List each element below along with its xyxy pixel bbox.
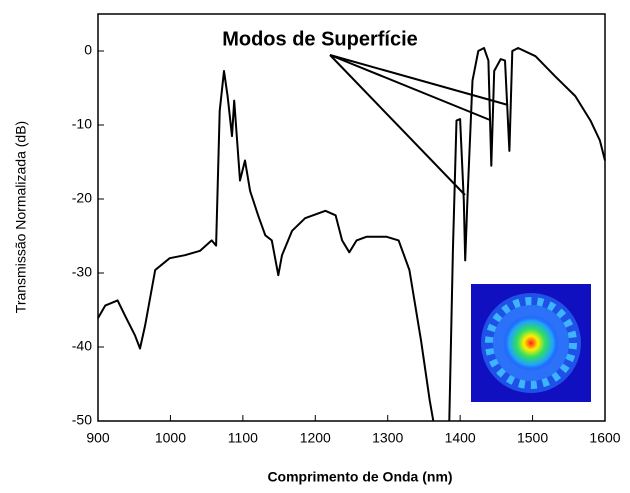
x-tick-label: 1100 (228, 430, 258, 446)
plot-frame (97, 13, 606, 422)
y-tick-label: -40 (72, 338, 92, 354)
annotation: Modos de Superfície (222, 28, 418, 50)
data-line (97, 47, 606, 422)
x-tick-label: 1500 (517, 430, 548, 446)
x-tick-label: 900 (86, 430, 110, 446)
y-axis-label: Transmissão Normalizada (dB) (13, 121, 29, 313)
y-tick-label: -20 (72, 190, 92, 206)
y-tick-label: 0 (84, 42, 92, 58)
x-tick-label: 1000 (155, 430, 186, 446)
x-tick-label: 1200 (300, 430, 331, 446)
x-axis-label: Comprimento de Onda (nm) (267, 469, 452, 485)
y-tick-label: -10 (72, 116, 92, 132)
inset-image (471, 284, 591, 402)
x-tick-label: 1600 (589, 430, 620, 446)
x-tick-label: 1300 (372, 430, 403, 446)
x-tick-label: 1400 (445, 430, 476, 446)
y-tick-label: -50 (72, 412, 92, 428)
annotation-arrows (329, 54, 509, 196)
y-tick-label: -30 (72, 264, 92, 280)
